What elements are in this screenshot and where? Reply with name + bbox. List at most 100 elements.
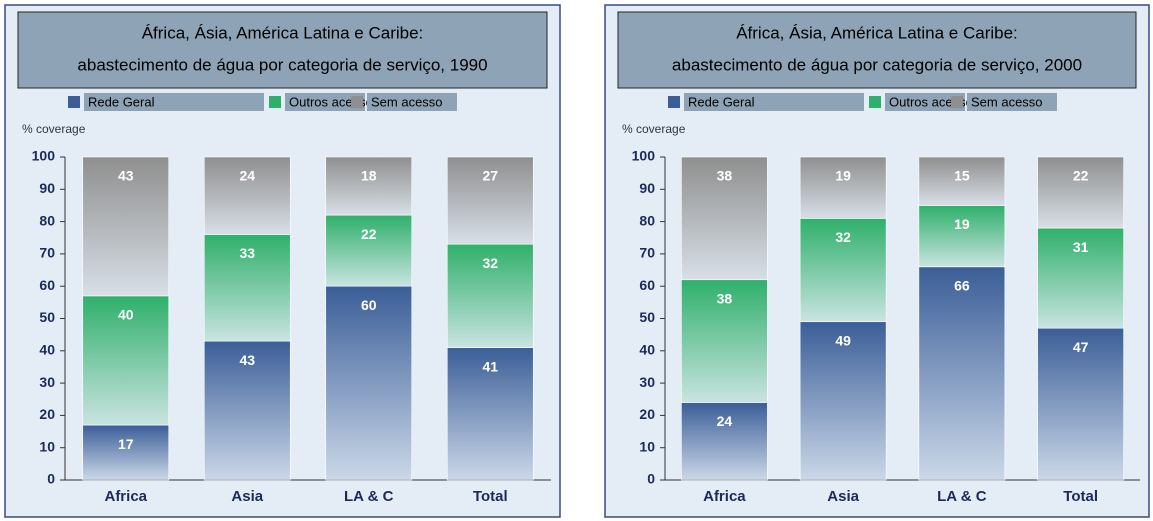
- y-tick-label: 40: [39, 342, 55, 358]
- y-tick-label: 0: [647, 471, 655, 487]
- y-tick-label: 60: [639, 277, 655, 293]
- y-tick-label: 50: [39, 309, 55, 325]
- data-label: 17: [118, 436, 134, 452]
- y-tick-label: 70: [639, 245, 655, 261]
- bar-segment: [681, 156, 768, 281]
- chart-title: África, Ásia, América Latina e Caribe:: [142, 23, 424, 42]
- legend-label-bg: [285, 93, 365, 111]
- y-tick-label: 90: [39, 180, 55, 196]
- x-tick-label: LA & C: [937, 488, 987, 505]
- bar-segment: [799, 218, 887, 323]
- legend-label-bg: [684, 93, 864, 111]
- x-tick-label: Total: [473, 488, 508, 505]
- data-label: 15: [954, 168, 970, 184]
- x-tick-label: LA & C: [344, 488, 394, 505]
- y-tick-label: 80: [39, 212, 55, 228]
- x-tick-label: Asia: [231, 488, 263, 505]
- legend-label: Sem acesso: [371, 94, 443, 109]
- y-tick-label: 10: [639, 438, 655, 454]
- chart-subtitle: abastecimento de água por categoria de s…: [77, 55, 487, 74]
- data-label: 38: [717, 168, 733, 184]
- bar-segment: [446, 156, 534, 245]
- data-label: 22: [1073, 168, 1089, 184]
- y-tick-label: 20: [639, 406, 655, 422]
- legend-label: Sem acesso: [971, 94, 1043, 109]
- title-box: [617, 11, 1137, 89]
- bar-segment: [1037, 227, 1124, 329]
- data-label: 27: [482, 168, 498, 184]
- title-box: [17, 11, 548, 89]
- bar-segment: [82, 156, 170, 297]
- legend-swatch: [869, 96, 881, 108]
- chart-title: África, Ásia, América Latina e Caribe:: [736, 23, 1018, 42]
- data-label: 19: [835, 168, 851, 184]
- x-tick-label: Total: [1063, 488, 1098, 505]
- data-label: 24: [239, 168, 255, 184]
- legend-label: Rede Geral: [88, 94, 155, 109]
- y-axis-label: % coverage: [622, 122, 686, 136]
- y-tick-label: 80: [639, 212, 655, 228]
- y-tick-label: 100: [32, 148, 56, 164]
- y-tick-label: 70: [39, 245, 55, 261]
- bar-segment: [325, 156, 413, 216]
- chart: África, Ásia, América Latina e Caribe: ab…: [4, 4, 561, 518]
- chart-subtitle: abastecimento de água por categoria de s…: [672, 55, 1082, 74]
- legend-label-bg: [967, 93, 1057, 111]
- legend-label: Outros acessos: [889, 94, 980, 109]
- data-label: 33: [239, 245, 255, 261]
- y-tick-label: 100: [632, 148, 656, 164]
- data-label: 31: [1073, 239, 1089, 255]
- data-label: 43: [239, 352, 255, 368]
- bar-segment: [681, 279, 768, 403]
- bar-segment: [446, 347, 534, 481]
- bar-segment: [325, 285, 413, 481]
- data-label: 32: [835, 229, 851, 245]
- bar-segment: [918, 156, 1006, 206]
- data-label: 43: [118, 168, 134, 184]
- x-tick-label: Africa: [104, 488, 147, 505]
- y-tick-label: 90: [639, 180, 655, 196]
- x-tick-label: Asia: [827, 488, 859, 505]
- data-label: 19: [954, 216, 970, 232]
- data-label: 32: [482, 255, 498, 271]
- data-label: 40: [118, 307, 134, 323]
- data-label: 49: [835, 332, 851, 348]
- y-tick-label: 30: [39, 374, 55, 390]
- legend-swatch: [269, 96, 281, 108]
- bar-segment: [681, 402, 768, 481]
- y-tick-label: 10: [39, 438, 55, 454]
- data-label: 24: [717, 413, 733, 429]
- y-tick-label: 20: [39, 406, 55, 422]
- bar-segment: [203, 340, 291, 481]
- bar-segment: [918, 205, 1006, 268]
- bar-segment: [203, 156, 291, 235]
- data-label: 66: [954, 278, 970, 294]
- y-tick-label: 60: [39, 277, 55, 293]
- y-tick-label: 40: [639, 342, 655, 358]
- legend-swatch: [68, 96, 80, 108]
- legend-swatch: [668, 96, 680, 108]
- data-label: 38: [717, 290, 733, 306]
- bar-segment: [918, 266, 1006, 481]
- bar-segment: [325, 214, 413, 287]
- data-label: 22: [361, 226, 377, 242]
- data-label: 41: [482, 358, 498, 374]
- y-tick-label: 0: [47, 471, 55, 487]
- legend-label: Outros acessos: [289, 94, 380, 109]
- legend-label-bg: [84, 93, 264, 111]
- bar-segment: [799, 321, 887, 481]
- legend-swatch: [951, 96, 963, 108]
- data-label: 47: [1073, 339, 1089, 355]
- y-axis-label: % coverage: [22, 122, 86, 136]
- bar-segment: [799, 156, 887, 219]
- bar-segment: [1037, 327, 1124, 481]
- legend-label-bg: [367, 93, 457, 111]
- bar-segment: [203, 234, 291, 342]
- y-tick-label: 30: [639, 374, 655, 390]
- bar-segment: [446, 243, 534, 348]
- x-tick-label: Africa: [703, 488, 746, 505]
- bar-segment: [82, 424, 170, 481]
- data-label: 18: [361, 168, 377, 184]
- bar-segment: [1037, 156, 1124, 229]
